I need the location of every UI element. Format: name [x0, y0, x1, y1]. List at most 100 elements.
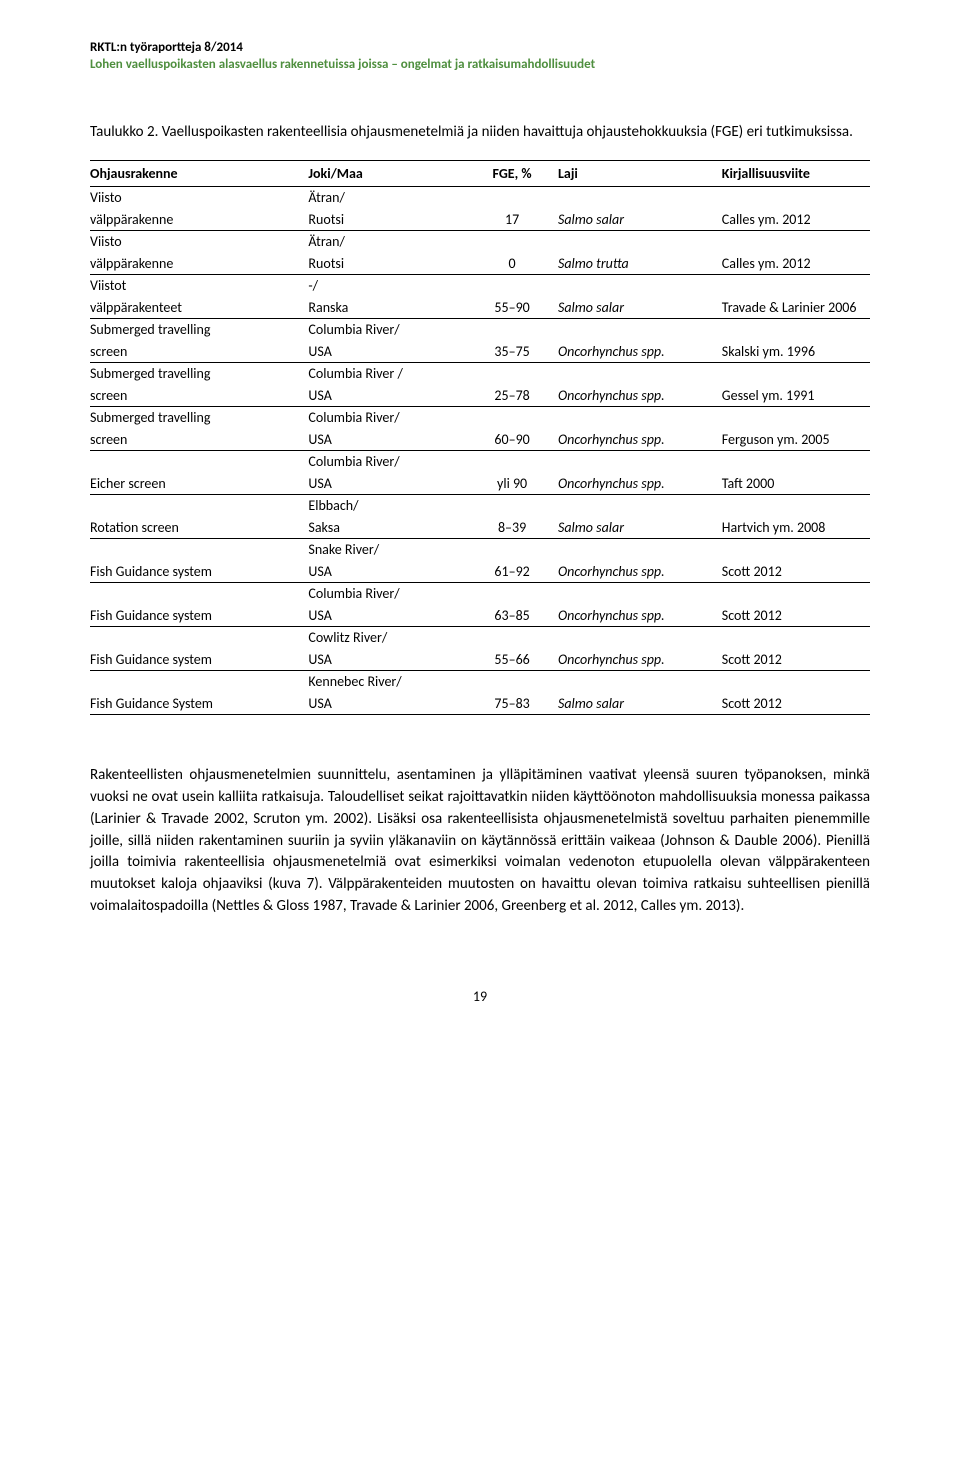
cell-viite	[722, 671, 870, 693]
table-row: screenUSA60–90Oncorhynchus spp.Ferguson …	[90, 429, 870, 451]
cell-viite: Calles ym. 2012	[722, 253, 870, 275]
cell-viite: Travade & Larinier 2006	[722, 297, 870, 319]
th-viite: Kirjallisuusviite	[722, 161, 870, 187]
th-fge: FGE, %	[472, 161, 558, 187]
cell-fge: 75–83	[472, 693, 558, 715]
cell-laji	[558, 451, 722, 473]
data-table: Ohjausrakenne Joki/Maa FGE, % Laji Kirja…	[90, 160, 870, 715]
cell-viite	[722, 495, 870, 517]
cell-ohjausrakenne: screen	[90, 341, 308, 363]
cell-joki: USA	[308, 429, 472, 451]
cell-joki: Ruotsi	[308, 253, 472, 275]
cell-viite: Scott 2012	[722, 649, 870, 671]
table-row: Submerged travellingColumbia River/	[90, 407, 870, 429]
cell-ohjausrakenne: screen	[90, 429, 308, 451]
table-row: Rotation screenSaksa8–39Salmo salarHartv…	[90, 517, 870, 539]
cell-joki: USA	[308, 561, 472, 583]
cell-ohjausrakenne	[90, 539, 308, 561]
cell-joki: USA	[308, 605, 472, 627]
cell-viite: Hartvich ym. 2008	[722, 517, 870, 539]
cell-ohjausrakenne: Viisto	[90, 231, 308, 253]
cell-joki: USA	[308, 473, 472, 495]
table-row: Fish Guidance SystemUSA75–83Salmo salarS…	[90, 693, 870, 715]
cell-viite: Scott 2012	[722, 693, 870, 715]
cell-joki: -/	[308, 275, 472, 297]
table-row: screenUSA25–78Oncorhynchus spp.Gessel ym…	[90, 385, 870, 407]
table-row: välppärakenneRuotsi0Salmo truttaCalles y…	[90, 253, 870, 275]
th-laji: Laji	[558, 161, 722, 187]
cell-laji	[558, 407, 722, 429]
th-joki-maa: Joki/Maa	[308, 161, 472, 187]
cell-ohjausrakenne: Submerged travelling	[90, 363, 308, 385]
cell-viite	[722, 231, 870, 253]
cell-laji	[558, 495, 722, 517]
table-row: Viistot-/	[90, 275, 870, 297]
cell-viite	[722, 539, 870, 561]
cell-fge: 55–66	[472, 649, 558, 671]
cell-joki: Columbia River/	[308, 451, 472, 473]
table-row: Submerged travellingColumbia River /	[90, 363, 870, 385]
cell-laji: Oncorhynchus spp.	[558, 341, 722, 363]
cell-fge	[472, 407, 558, 429]
cell-viite: Gessel ym. 1991	[722, 385, 870, 407]
cell-joki: Columbia River/	[308, 407, 472, 429]
cell-viite: Skalski ym. 1996	[722, 341, 870, 363]
table-caption: Taulukko 2. Vaelluspoikasten rakenteelli…	[90, 122, 870, 142]
page-number: 19	[90, 988, 870, 1005]
cell-fge	[472, 275, 558, 297]
cell-ohjausrakenne	[90, 495, 308, 517]
cell-laji: Salmo trutta	[558, 253, 722, 275]
cell-fge	[472, 451, 558, 473]
cell-ohjausrakenne	[90, 671, 308, 693]
cell-laji: Salmo salar	[558, 297, 722, 319]
cell-joki: Columbia River/	[308, 583, 472, 605]
cell-viite: Scott 2012	[722, 605, 870, 627]
table-row: screenUSA35–75Oncorhynchus spp.Skalski y…	[90, 341, 870, 363]
cell-ohjausrakenne: screen	[90, 385, 308, 407]
cell-joki: Ätran/	[308, 231, 472, 253]
cell-joki: USA	[308, 649, 472, 671]
table-row: Cowlitz River/	[90, 627, 870, 649]
cell-laji: Oncorhynchus spp.	[558, 429, 722, 451]
cell-laji: Oncorhynchus spp.	[558, 385, 722, 407]
table-row: Fish Guidance systemUSA61–92Oncorhynchus…	[90, 561, 870, 583]
table-row: ViistoÄtran/	[90, 187, 870, 209]
table-row: välppärakenneRuotsi17Salmo salarCalles y…	[90, 209, 870, 231]
cell-fge	[472, 319, 558, 341]
header-title: Lohen vaelluspoikasten alasvaellus raken…	[90, 57, 870, 72]
cell-fge	[472, 187, 558, 209]
table-row: Kennebec River/	[90, 671, 870, 693]
cell-viite	[722, 407, 870, 429]
cell-viite: Taft 2000	[722, 473, 870, 495]
cell-laji	[558, 583, 722, 605]
cell-joki: Snake River/	[308, 539, 472, 561]
table-row: välppärakenteetRanska55–90Salmo salarTra…	[90, 297, 870, 319]
cell-joki: Ätran/	[308, 187, 472, 209]
cell-viite	[722, 363, 870, 385]
th-ohjausrakenne: Ohjausrakenne	[90, 161, 308, 187]
cell-laji	[558, 627, 722, 649]
cell-ohjausrakenne: Eicher screen	[90, 473, 308, 495]
running-header: RKTL:n työraportteja 8/2014 Lohen vaellu…	[90, 40, 870, 72]
cell-fge	[472, 583, 558, 605]
cell-fge: 25–78	[472, 385, 558, 407]
cell-viite	[722, 187, 870, 209]
cell-laji: Oncorhynchus spp.	[558, 605, 722, 627]
cell-laji: Oncorhynchus spp.	[558, 561, 722, 583]
cell-joki: Cowlitz River/	[308, 627, 472, 649]
cell-joki: USA	[308, 385, 472, 407]
cell-laji: Oncorhynchus spp.	[558, 473, 722, 495]
cell-fge: 0	[472, 253, 558, 275]
cell-laji	[558, 539, 722, 561]
cell-ohjausrakenne	[90, 583, 308, 605]
table-header-row: Ohjausrakenne Joki/Maa FGE, % Laji Kirja…	[90, 161, 870, 187]
cell-viite: Calles ym. 2012	[722, 209, 870, 231]
cell-ohjausrakenne: Viisto	[90, 187, 308, 209]
cell-laji	[558, 319, 722, 341]
cell-viite	[722, 275, 870, 297]
table-row: Snake River/	[90, 539, 870, 561]
table-row: Eicher screenUSAyli 90Oncorhynchus spp.T…	[90, 473, 870, 495]
cell-laji	[558, 671, 722, 693]
cell-ohjausrakenne: Rotation screen	[90, 517, 308, 539]
cell-fge: 61–92	[472, 561, 558, 583]
